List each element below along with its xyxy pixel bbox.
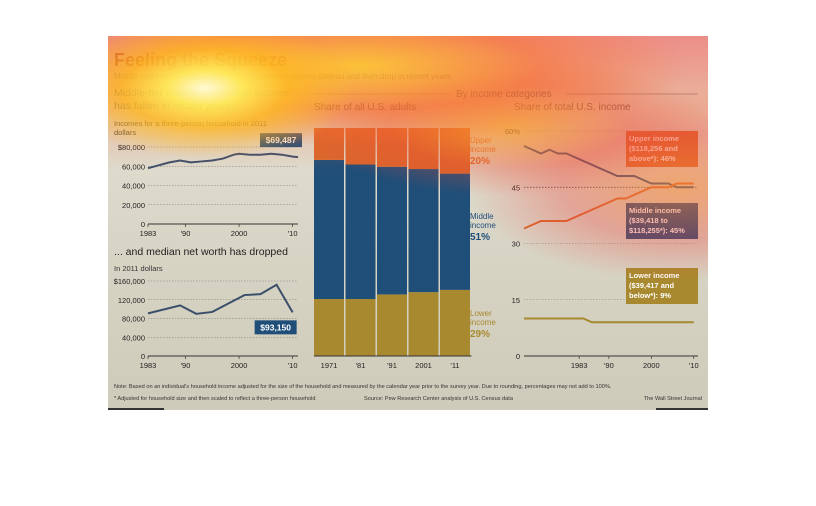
x-tick-label: '11 [450, 361, 459, 370]
adults-chart-title: Share of all U.S. adults [314, 102, 416, 113]
y-tick-label: 30 [512, 240, 520, 249]
x-tick-label: 1971 [321, 361, 338, 370]
bar-segment-lower [314, 299, 344, 356]
y-tick-label: 0 [516, 352, 520, 361]
x-tick-label: '90 [604, 361, 614, 370]
x-tick-label: 1983 [140, 229, 157, 238]
bar-segment-upper [408, 128, 439, 170]
income-chart-ylabel-1: Incomes for a three-person household in … [114, 119, 267, 128]
bar-label-text: Middle [470, 212, 494, 221]
x-tick-label: '10 [689, 361, 699, 370]
footer-credit: The Wall Street Journal [644, 396, 702, 402]
bar-segment-middle [408, 169, 439, 293]
bar-label-value: 20% [470, 156, 490, 167]
x-tick-label: 2000 [231, 361, 248, 370]
share-line-chart: 60% 45 30 15 0 1983 '90 2000 '10 Upper income($11… [505, 127, 699, 370]
callout-line: ($118,256 and [629, 144, 678, 153]
y-tick-label: 40,000 [122, 333, 145, 342]
networth-chart-title: ... and median net worth has dropped [114, 246, 288, 258]
bar-segment-upper [345, 128, 376, 165]
bar-label-value: 29% [470, 329, 490, 340]
series-line-lower [524, 317, 694, 324]
x-tick-label: 1983 [571, 361, 588, 370]
page-title: Feeling the Squeeze [114, 50, 287, 70]
footer-footnote: * Adjusted for household size and then s… [114, 396, 316, 402]
bar-segment-middle [314, 159, 344, 299]
callout-line: Middle income [629, 206, 681, 215]
y-tick-label: 0 [141, 220, 145, 229]
x-tick-label: '90 [181, 361, 191, 370]
bar-segment-lower [440, 289, 470, 356]
x-tick-label: '10 [288, 229, 298, 238]
callout-line: ($39,417 and [629, 281, 674, 290]
y-tick-label: 120,000 [118, 296, 145, 305]
bar-label-text: Upper [470, 136, 492, 145]
x-tick-label: 2000 [231, 229, 248, 238]
bar-segment-upper [377, 128, 407, 167]
x-tick-label: 2001 [415, 361, 432, 370]
callout-line: above*): 46% [629, 154, 676, 163]
x-tick-label: '81 [356, 361, 366, 370]
bar-label-value: 51% [470, 232, 490, 243]
bar-segment-middle [440, 173, 470, 290]
bar-segment-lower [377, 294, 407, 356]
callout-label: $69,487 [266, 135, 297, 145]
bar-segment-middle [377, 166, 407, 295]
y-tick-label: 0 [141, 352, 145, 361]
bottom-rule-left [108, 408, 164, 410]
footer-source: Source: Pew Research Center analysis of … [364, 396, 514, 402]
y-tick-label: 15 [512, 296, 520, 305]
infographic-svg: Feeling the Squeeze Middle-class familie… [114, 50, 702, 402]
bar-label-text: income [470, 145, 496, 154]
bar-label-text: income [470, 318, 496, 327]
y-tick-label: 80,000 [122, 315, 145, 324]
y-tick-label: 40,000 [122, 182, 145, 191]
adults-bar-chart: 1971'81'91 2001'11Upperincome20%Middleinc… [314, 128, 496, 370]
income-chart-ylabel-2: dollars [114, 128, 136, 137]
y-tick-label: $160,000 [114, 277, 145, 286]
callout-line: Lower income [629, 271, 679, 280]
bar-segment-lower [345, 299, 376, 356]
x-tick-label: '91 [387, 361, 397, 370]
income-chart-title-2: has fallen in recent years... [114, 100, 239, 112]
page-subtitle: Middle-class families have seen their ho… [114, 72, 453, 81]
y-tick-label: $80,000 [118, 143, 145, 152]
bar-segment-upper [314, 128, 344, 160]
x-tick-label: '10 [288, 361, 298, 370]
y-tick-label: 60% [505, 127, 520, 136]
section-label: By income categories [456, 89, 552, 100]
x-tick-label: 2000 [643, 361, 660, 370]
bar-segment-middle [345, 164, 376, 299]
income-chart-title-1: Middle-tier median household income [114, 87, 289, 99]
callout-line: below*): 9% [629, 291, 671, 300]
y-tick-label: 20,000 [122, 201, 145, 210]
callout-line: $118,255*): 45% [629, 226, 685, 235]
infographic-panel: Feeling the Squeeze Middle-class familie… [108, 36, 708, 410]
callout-line: ($39,418 to [629, 216, 668, 225]
footer-note: Note: Based on an individual's household… [114, 384, 612, 390]
share-chart-title: Share of total U.S. income [514, 102, 631, 113]
bar-label-text: income [470, 221, 496, 230]
networth-chart-ylabel: In 2011 dollars [114, 264, 163, 273]
callout-label: $93,150 [260, 322, 291, 332]
callout-line: Upper income [629, 134, 679, 143]
bottom-rule-right [656, 408, 708, 410]
bar-segment-upper [440, 128, 470, 174]
x-tick-label: '90 [181, 229, 191, 238]
y-tick-label: 60,000 [122, 162, 145, 171]
bar-segment-lower [408, 292, 439, 356]
bar-label-text: Lower [470, 309, 492, 318]
y-tick-label: 45 [512, 183, 520, 192]
x-tick-label: 1983 [140, 361, 157, 370]
series-line [147, 283, 294, 315]
